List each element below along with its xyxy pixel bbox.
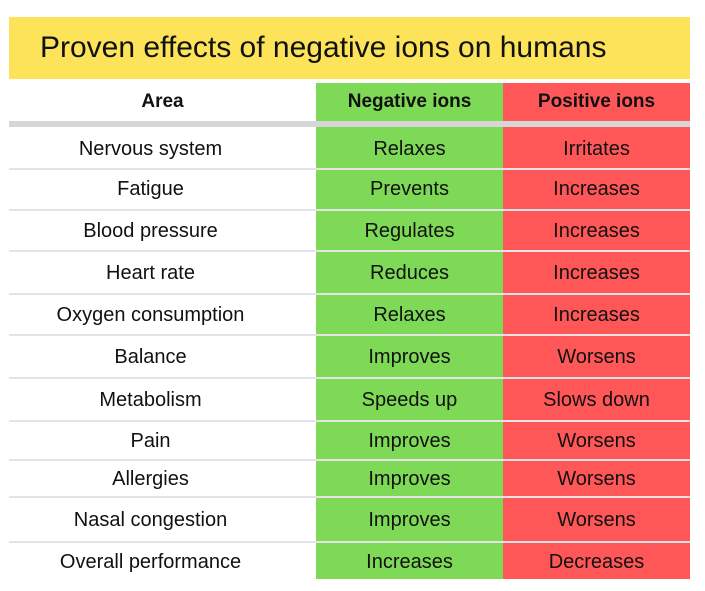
negative-cell: Improves [368, 430, 451, 452]
area-cell: Metabolism [99, 389, 202, 411]
row-divider [9, 250, 690, 252]
table-row: Pain Improves Worsens [9, 422, 690, 460]
area-cell: Nasal congestion [73, 509, 228, 531]
table-header: Area Negative ions Positive ions [9, 83, 690, 121]
header-divider [9, 121, 690, 127]
area-cell: Overall performance [59, 551, 242, 573]
row-divider [9, 420, 690, 422]
area-cell: Nervous system [78, 138, 223, 160]
positive-cell: Worsens [557, 509, 636, 531]
negative-cell: Increases [366, 551, 453, 573]
negative-cell: Speeds up [361, 389, 458, 411]
positive-cell: Slows down [543, 389, 650, 411]
area-cell: Pain [130, 430, 171, 452]
area-cell: Blood pressure [83, 220, 218, 242]
table-row: Heart rate Reduces Increases [9, 252, 690, 294]
positive-cell: Worsens [557, 468, 636, 490]
negative-cell: Relaxes [373, 138, 446, 160]
row-divider [9, 496, 690, 498]
positive-cell: Worsens [557, 430, 636, 452]
table-row: Metabolism Speeds up Slows down [9, 379, 690, 421]
negative-cell: Prevents [370, 178, 449, 200]
row-divider [9, 293, 690, 295]
negative-cell: Improves [368, 346, 451, 368]
positive-cell: Irritates [563, 138, 630, 160]
header-positive-ions: Positive ions [537, 91, 656, 112]
negative-cell: Improves [368, 468, 451, 490]
table-row: Oxygen consumption Relaxes Increases [9, 295, 690, 335]
positive-cell: Decreases [548, 551, 645, 573]
row-divider [9, 209, 690, 211]
table-row: Fatigue Prevents Increases [9, 170, 690, 208]
table-row: Nervous system Relaxes Irritates [9, 130, 690, 168]
negative-cell: Improves [368, 509, 451, 531]
table-row: Balance Improves Worsens [9, 336, 690, 378]
negative-cell: Regulates [364, 220, 455, 242]
negative-cell: Relaxes [373, 304, 446, 326]
row-divider [9, 541, 690, 543]
area-cell: Balance [114, 346, 187, 368]
positive-cell: Increases [553, 262, 640, 284]
row-divider [9, 377, 690, 379]
negative-cell: Reduces [370, 262, 449, 284]
area-cell: Fatigue [117, 178, 184, 200]
table-row: Blood pressure Regulates Increases [9, 211, 690, 251]
header-negative-ions: Negative ions [347, 91, 472, 112]
area-cell: Heart rate [106, 262, 195, 284]
area-cell: Oxygen consumption [56, 304, 245, 326]
positive-cell: Increases [553, 220, 640, 242]
table-row: Overall performance Increases Decreases [9, 543, 690, 579]
area-cell: Allergies [112, 468, 189, 490]
positive-cell: Increases [553, 178, 640, 200]
title-banner: Proven effects of negative ions on human… [9, 17, 690, 79]
positive-cell: Worsens [557, 346, 636, 368]
table-row: Nasal congestion Improves Worsens [9, 498, 690, 542]
row-divider [9, 334, 690, 336]
header-area: Area [141, 91, 184, 112]
row-divider [9, 459, 690, 461]
positive-cell: Increases [553, 304, 640, 326]
table-row: Allergies Improves Worsens [9, 461, 690, 497]
page-title: Proven effects of negative ions on human… [40, 31, 607, 64]
row-divider [9, 168, 690, 170]
